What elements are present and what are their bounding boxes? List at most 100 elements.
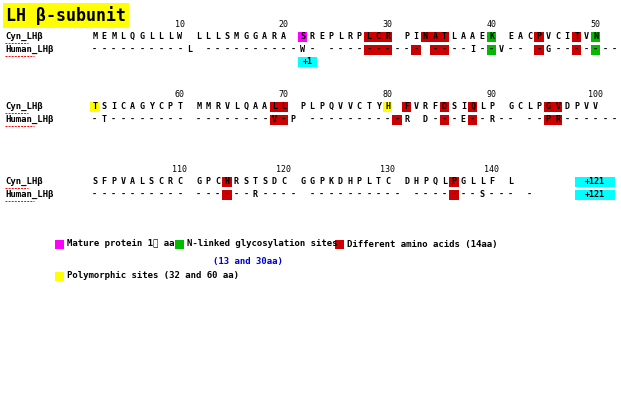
Text: C: C (385, 177, 390, 186)
Text: -: - (319, 115, 324, 124)
Text: Different amino acids (14aa): Different amino acids (14aa) (347, 239, 497, 249)
Bar (575, 176, 615, 187)
Text: L: L (206, 32, 211, 41)
Text: -: - (253, 115, 258, 124)
Text: -: - (215, 115, 220, 124)
Text: P: P (319, 177, 324, 186)
Text: G: G (243, 32, 248, 41)
Text: -: - (272, 190, 277, 199)
Text: -: - (442, 45, 447, 54)
Text: -: - (291, 45, 296, 54)
Text: -: - (281, 45, 286, 54)
Text: S: S (225, 32, 230, 41)
Text: -: - (206, 45, 211, 54)
Text: L: L (158, 32, 163, 41)
Text: -: - (508, 115, 513, 124)
Text: N: N (423, 32, 428, 41)
Text: G: G (300, 177, 305, 186)
Text: R: R (385, 32, 390, 41)
Text: -: - (602, 115, 607, 124)
Text: Cyn_LHβ: Cyn_LHβ (5, 32, 43, 41)
Text: F: F (432, 102, 437, 111)
Text: -: - (177, 190, 183, 199)
Text: C: C (517, 102, 522, 111)
Text: R: R (168, 177, 173, 186)
Text: -: - (225, 45, 230, 54)
Text: -: - (234, 45, 239, 54)
Text: R: R (555, 115, 560, 124)
Text: S: S (243, 177, 248, 186)
Text: P: P (300, 102, 305, 111)
Text: N: N (593, 32, 598, 41)
Bar (440, 32, 449, 42)
Text: P: P (168, 102, 173, 111)
Text: H: H (385, 102, 390, 111)
Text: T: T (366, 102, 371, 111)
Text: 140: 140 (484, 165, 499, 174)
Text: L: L (470, 177, 475, 186)
Text: 10: 10 (175, 20, 185, 29)
Text: -: - (357, 45, 362, 54)
Bar (543, 115, 553, 125)
Text: -: - (120, 115, 125, 124)
Text: -: - (404, 45, 409, 54)
Text: 50: 50 (591, 20, 601, 29)
Text: -: - (574, 45, 579, 54)
Text: -: - (564, 45, 569, 54)
Text: -: - (158, 45, 163, 54)
Text: C: C (527, 32, 532, 41)
Text: -: - (243, 115, 248, 124)
Text: G: G (461, 177, 466, 186)
Text: 70: 70 (279, 90, 289, 99)
Bar (572, 32, 581, 42)
Text: G: G (310, 177, 315, 186)
Bar (430, 45, 440, 55)
Text: -: - (527, 190, 532, 199)
Text: L: L (508, 177, 513, 186)
Text: -: - (432, 190, 437, 199)
Text: I: I (470, 45, 475, 54)
Text: 20: 20 (279, 20, 289, 29)
Text: S: S (93, 177, 97, 186)
Bar (591, 45, 601, 55)
Text: -: - (93, 45, 97, 54)
Text: -: - (442, 190, 447, 199)
Text: -: - (253, 45, 258, 54)
Text: -: - (612, 115, 617, 124)
Text: -: - (329, 190, 333, 199)
Bar (373, 32, 383, 42)
Bar (572, 45, 581, 55)
Text: -: - (196, 190, 201, 199)
Text: Human_LHβ: Human_LHβ (5, 45, 53, 54)
Text: -: - (470, 190, 475, 199)
Text: M: M (196, 102, 201, 111)
Text: C: C (281, 177, 286, 186)
Text: Q: Q (243, 102, 248, 111)
Text: -: - (243, 45, 248, 54)
Bar (449, 176, 458, 187)
Bar (449, 190, 458, 200)
Text: -: - (366, 190, 371, 199)
Text: -: - (130, 115, 135, 124)
Text: -: - (111, 190, 116, 199)
Bar (553, 101, 563, 112)
Text: D: D (564, 102, 569, 111)
Text: A: A (432, 32, 437, 41)
Text: S: S (149, 177, 154, 186)
Text: -: - (357, 190, 362, 199)
Text: -: - (479, 45, 484, 54)
Bar (575, 190, 615, 200)
Text: Q: Q (432, 177, 437, 186)
Bar (270, 115, 279, 125)
Text: -: - (451, 190, 456, 199)
Bar (411, 45, 421, 55)
Bar (364, 45, 373, 55)
Text: L: L (149, 32, 154, 41)
Bar (383, 45, 392, 55)
Bar (534, 32, 543, 42)
Text: T: T (376, 177, 381, 186)
Text: P: P (291, 115, 296, 124)
Text: -: - (376, 45, 381, 54)
Text: -: - (177, 115, 183, 124)
Text: E: E (102, 32, 107, 41)
